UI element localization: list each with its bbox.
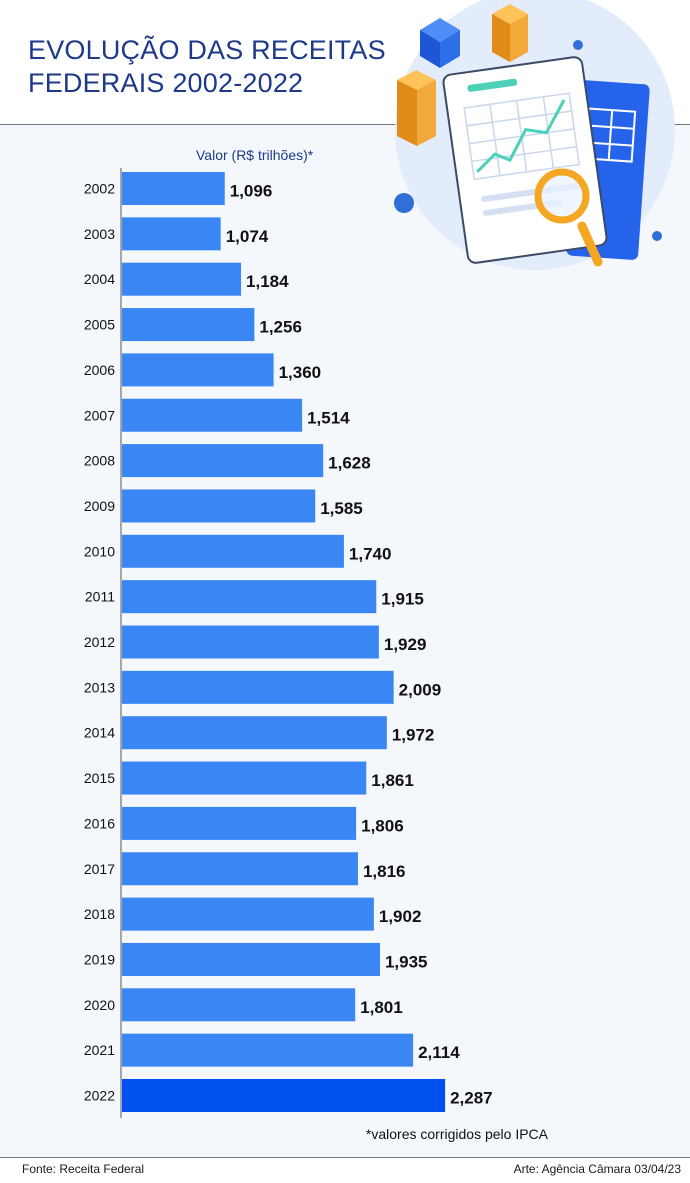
orange-cube-icon: [492, 4, 528, 62]
category-label: 2014: [84, 725, 115, 741]
decor-dot: [573, 40, 583, 50]
footer: Fonte: Receita Federal Arte: Agência Câm…: [0, 1157, 690, 1183]
bar-2002: [122, 172, 225, 205]
bar-2007: [122, 398, 303, 432]
bar-2010: [122, 534, 344, 568]
category-label: 2017: [84, 861, 115, 877]
category-label: 2008: [84, 453, 115, 469]
bar-2021: [122, 1033, 414, 1067]
category-label: 2007: [84, 407, 115, 423]
bar-value-label: 1,740: [349, 544, 392, 563]
title-line-1: EVOLUÇÃO DAS RECEITAS: [28, 35, 386, 65]
category-label: 2011: [85, 589, 115, 605]
bar-2012: [122, 625, 379, 659]
bar-2006: [122, 353, 274, 387]
category-label: 2012: [84, 634, 115, 650]
bar-value-label: 1,256: [259, 318, 302, 337]
bar-value-label: 1,935: [385, 952, 428, 971]
bar-2005: [122, 308, 255, 342]
source-credit: Fonte: Receita Federal: [22, 1162, 145, 1176]
trend-line: [476, 99, 566, 173]
category-label: 2002: [84, 181, 115, 197]
bar-2019: [122, 942, 380, 976]
bar-value-label: 1,585: [320, 499, 363, 518]
bar-value-label: 1,096: [230, 182, 273, 201]
magnifier-icon: [534, 168, 603, 267]
chart-footnote: *valores corrigidos pelo IPCA: [366, 1126, 549, 1142]
bar-value-label: 2,287: [450, 1089, 493, 1108]
bar-2014: [122, 716, 387, 750]
blue-cube-icon: [420, 18, 460, 68]
category-label: 2020: [84, 997, 115, 1013]
bar-2008: [122, 444, 324, 478]
category-label: 2013: [84, 679, 115, 695]
bar-value-label: 1,972: [392, 726, 435, 745]
bar-value-label: 1,514: [307, 408, 350, 427]
category-label: 2009: [84, 498, 115, 514]
report-illustration: [394, 0, 675, 270]
bar-2004: [122, 262, 242, 296]
bar-2009: [122, 489, 316, 523]
bar-2003: [122, 217, 221, 251]
bar-2017: [122, 852, 358, 886]
bar-2018: [122, 897, 374, 931]
bar-value-label: 1,628: [328, 454, 371, 473]
category-label: 2018: [84, 906, 115, 922]
bar-value-label: 1,360: [279, 363, 322, 382]
bar-value-label: 1,801: [360, 998, 403, 1017]
bar-value-label: 2,114: [418, 1043, 460, 1062]
bar-2016: [122, 806, 357, 840]
bar-2022: [122, 1079, 446, 1112]
decor-dot: [394, 193, 414, 213]
sheet-table-icon: [584, 107, 637, 163]
bar-value-label: 1,806: [361, 816, 404, 835]
art-credit: Arte: Agência Câmara 03/04/23: [513, 1162, 681, 1176]
bar-value-label: 1,929: [384, 635, 427, 654]
category-label: 2005: [84, 317, 115, 333]
value-axis-label: Valor (R$ trilhões)*: [196, 147, 314, 163]
bar-value-label: 1,861: [371, 771, 414, 790]
bar-2011: [122, 580, 377, 614]
category-label: 2004: [84, 271, 115, 287]
bar-value-label: 1,816: [363, 862, 406, 881]
bar-value-label: 2,009: [399, 680, 442, 699]
category-label: 2003: [84, 226, 115, 242]
category-label: 2006: [84, 362, 115, 378]
category-label: 2019: [84, 951, 115, 967]
bar-value-label: 1,915: [381, 590, 424, 609]
bar-value-label: 1,074: [226, 227, 269, 246]
orange-cube-icon: [397, 70, 436, 146]
bar-2013: [122, 670, 394, 704]
category-label: 2016: [84, 815, 115, 831]
category-label: 2015: [84, 770, 115, 786]
bar-value-label: 1,184: [246, 272, 289, 291]
bars-layer: 2002 1,096 2003 1,074 2004 1,184 2005 1,256 2006…: [84, 172, 493, 1112]
category-label: 2010: [84, 543, 115, 559]
category-label: 2022: [84, 1088, 115, 1104]
bar-2020: [122, 988, 356, 1022]
bar-value-label: 1,902: [379, 907, 422, 926]
decor-dot: [652, 231, 662, 241]
title-line-2: FEDERAIS 2002-2022: [28, 68, 304, 98]
category-label: 2021: [84, 1042, 115, 1058]
bar-2015: [122, 761, 367, 795]
chart-title: EVOLUÇÃO DAS RECEITAS FEDERAIS 2002-2022: [28, 34, 388, 100]
